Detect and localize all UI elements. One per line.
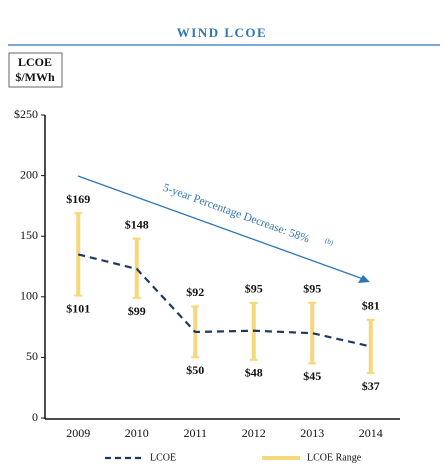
x-tick-label: 2014 [359,426,383,440]
data-label: $101 [66,301,90,315]
data-label: $148 [125,217,149,231]
data-label: $169 [66,192,90,206]
x-tick-label: 2011 [183,426,207,440]
y-tick-label: 150 [20,228,38,242]
lcoe-line [77,253,371,348]
legend-label: LCOE Range [307,452,362,463]
ylabel-box [8,52,63,88]
chart-title: WIND LCOE [177,25,267,40]
arrow-head [358,275,370,283]
data-label: $45 [303,369,321,383]
data-label: $37 [362,379,380,393]
data-label: $50 [186,363,204,377]
y-tick-label: 100 [20,289,38,303]
data-label: $95 [245,282,263,296]
y-tick-label: 50 [26,349,38,363]
y-tick-label: 0 [32,410,38,424]
x-tick-label: 2012 [242,426,266,440]
annotation: 5-year Percentage Decrease: 58% (b) [77,175,370,283]
data-label: $48 [245,366,263,380]
data-label: $81 [362,299,380,313]
annotation-note: (b) [324,237,335,248]
y-axis-label: $/MWh [15,70,55,84]
y-tick-label: $250 [14,107,38,121]
data-label: $99 [128,304,146,318]
x-tick-label: 2010 [125,426,149,440]
x-tick-label: 2009 [66,426,90,440]
data-label: $95 [303,282,321,296]
y-axis-label: LCOE [18,55,52,69]
x-tick-label: 2013 [300,426,324,440]
y-tick-label: 200 [20,167,38,181]
data-label: $92 [186,285,204,299]
legend-label: LCOE [150,452,176,463]
annotation-arrow [77,175,367,281]
